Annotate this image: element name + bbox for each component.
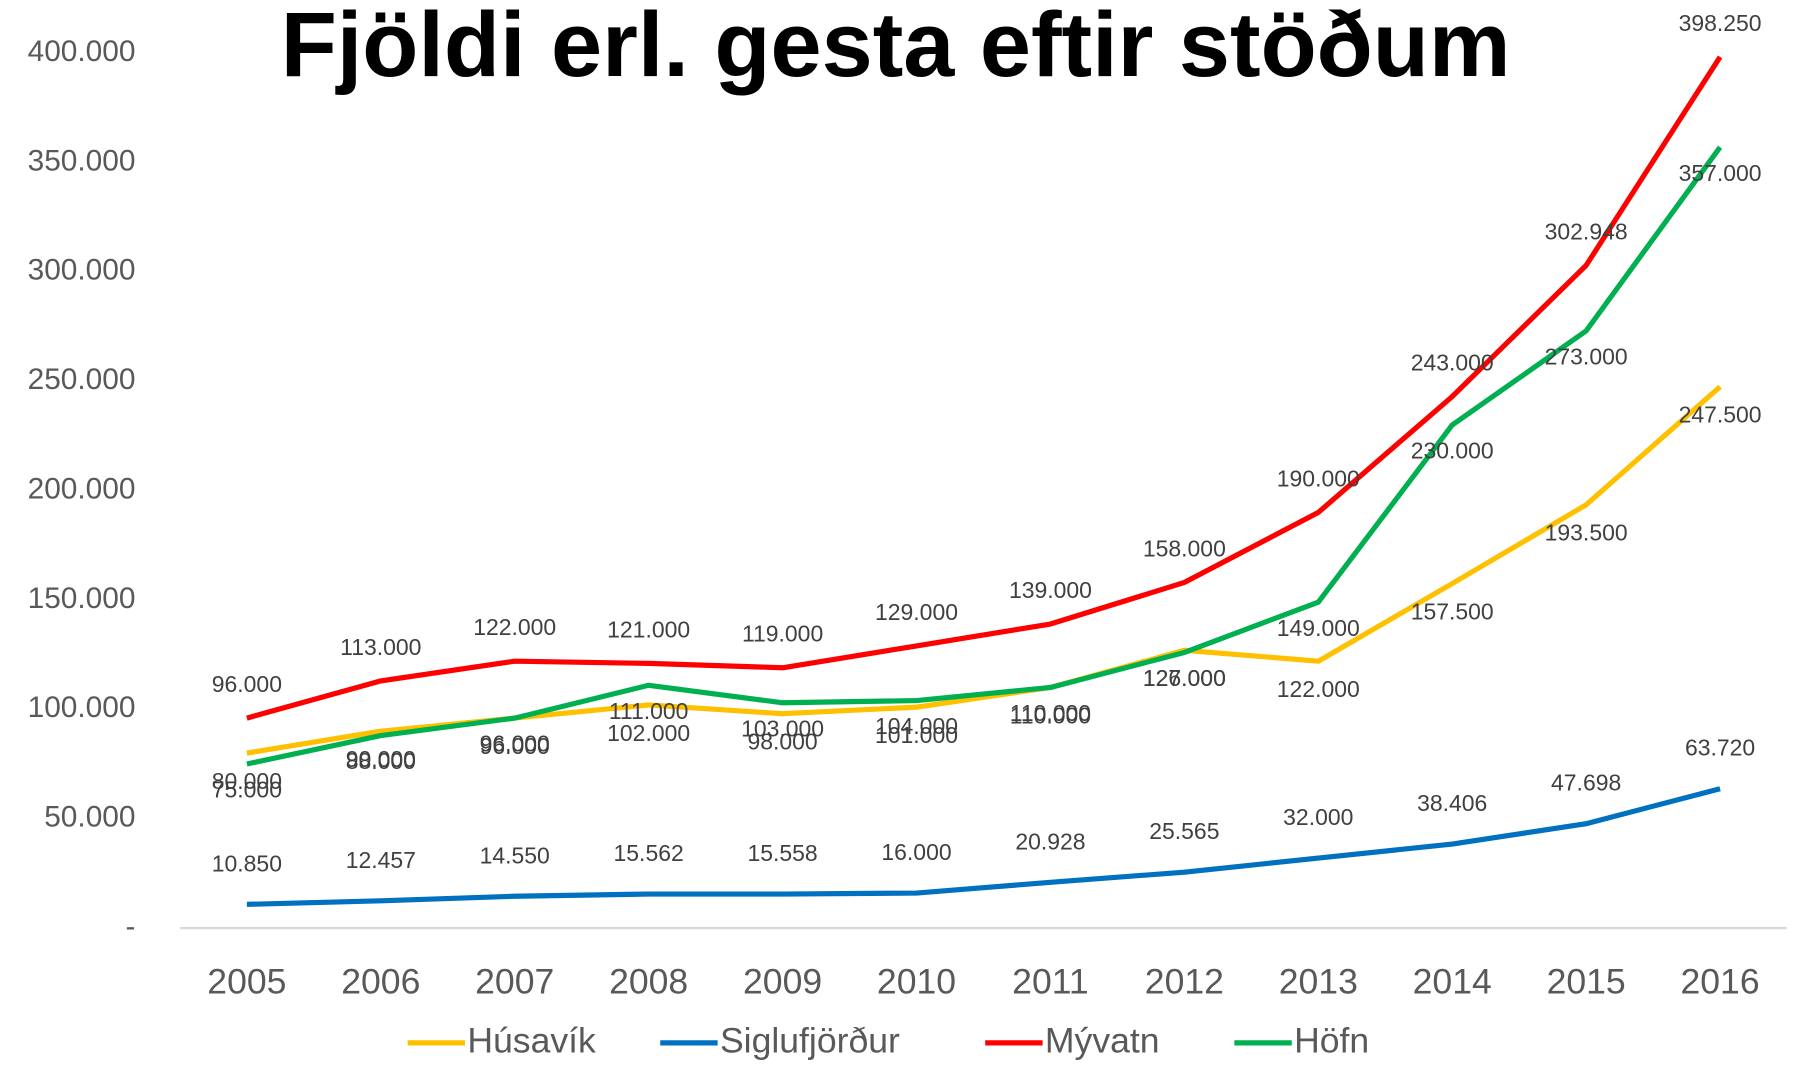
- x-tick-label: 2005: [207, 962, 286, 1002]
- x-tick-label: 2008: [609, 962, 688, 1002]
- data-label: 110.000: [1010, 702, 1091, 728]
- data-label: 122.000: [1277, 676, 1360, 702]
- y-tick-label: 100.000: [28, 691, 136, 724]
- chart-title: Fjöldi erl. gesta eftir stöðum: [281, 0, 1511, 96]
- x-tick-label: 2013: [1279, 962, 1358, 1002]
- data-label: 119.000: [742, 621, 823, 647]
- series-line: [246, 145, 1723, 767]
- data-label: 139.000: [1009, 577, 1092, 603]
- data-label: 126.000: [1143, 665, 1226, 691]
- data-label: 398.250: [1679, 10, 1762, 36]
- y-tick-label: 400.000: [28, 35, 136, 68]
- y-tick-label: -: [126, 910, 136, 943]
- data-label: 102.000: [607, 720, 690, 746]
- data-label: 104.000: [875, 713, 958, 739]
- data-label: 96.000: [480, 731, 550, 757]
- data-label: 32.000: [1283, 804, 1353, 830]
- data-label: 157.500: [1411, 598, 1494, 624]
- data-label: 15.562: [614, 840, 684, 866]
- data-label: 75.000: [212, 777, 282, 803]
- x-tick-label: 2007: [475, 962, 554, 1002]
- x-tick-label: 2016: [1680, 962, 1759, 1002]
- data-label: 98.000: [747, 729, 817, 755]
- data-label: 111.000: [609, 698, 689, 724]
- data-label: 113.000: [340, 634, 421, 660]
- data-label: 129.000: [875, 599, 958, 625]
- data-label: 103.000: [741, 715, 824, 741]
- legend-label: Húsavík: [467, 1020, 596, 1060]
- data-label: 15.558: [747, 840, 817, 866]
- data-label: 193.500: [1545, 520, 1628, 546]
- y-tick-label: 300.000: [28, 254, 136, 287]
- x-tick-label: 2006: [341, 962, 420, 1002]
- data-label: 357.000: [1679, 160, 1762, 186]
- data-label: 25.565: [1149, 818, 1219, 844]
- data-label: 14.550: [480, 842, 550, 868]
- data-label: 63.720: [1685, 735, 1755, 761]
- x-tick-label: 2010: [877, 962, 956, 1002]
- data-label: 273.000: [1545, 344, 1628, 370]
- y-tick-label: 350.000: [28, 144, 136, 177]
- data-label: 230.000: [1411, 438, 1494, 464]
- data-label: 243.000: [1411, 349, 1494, 375]
- data-label: 247.500: [1679, 402, 1762, 428]
- data-label: 16.000: [881, 839, 951, 865]
- y-tick-label: 150.000: [28, 582, 136, 615]
- data-label: 38.406: [1417, 790, 1487, 816]
- legend-label: Mývatn: [1045, 1020, 1160, 1060]
- data-label: 149.000: [1277, 615, 1360, 641]
- series-line: [246, 786, 1721, 907]
- legend-label: Höfn: [1294, 1020, 1369, 1060]
- data-label: 110.000: [1010, 700, 1091, 726]
- data-label: 10.850: [212, 850, 282, 876]
- x-tick-label: 2011: [1012, 962, 1089, 1002]
- y-tick-label: 50.000: [44, 801, 135, 834]
- data-label: 96.000: [212, 671, 282, 697]
- x-tick-label: 2009: [743, 962, 822, 1002]
- data-label: 96.000: [480, 733, 550, 759]
- data-label: 121.000: [607, 616, 690, 642]
- data-label: 127.000: [1143, 665, 1226, 691]
- series-line: [246, 55, 1723, 721]
- data-label: 101.000: [875, 722, 958, 748]
- x-tick-label: 2014: [1413, 962, 1492, 1002]
- data-label: 190.000: [1277, 465, 1360, 491]
- data-label: 20.928: [1015, 828, 1085, 854]
- data-label: 302.948: [1545, 218, 1628, 244]
- data-label: 158.000: [1143, 535, 1226, 561]
- data-label: 47.698: [1551, 770, 1621, 796]
- data-label: 90.000: [346, 746, 416, 772]
- y-tick-label: 250.000: [28, 363, 136, 396]
- x-tick-label: 2015: [1547, 962, 1626, 1002]
- data-label: 12.457: [346, 847, 416, 873]
- data-label: 80.000: [212, 768, 282, 794]
- data-label: 122.000: [473, 614, 556, 640]
- y-tick-label: 200.000: [28, 472, 136, 505]
- series-line: [246, 384, 1722, 756]
- x-tick-label: 2012: [1145, 962, 1224, 1002]
- legend-label: Siglufjörður: [720, 1020, 900, 1060]
- data-label: 88.000: [346, 748, 416, 774]
